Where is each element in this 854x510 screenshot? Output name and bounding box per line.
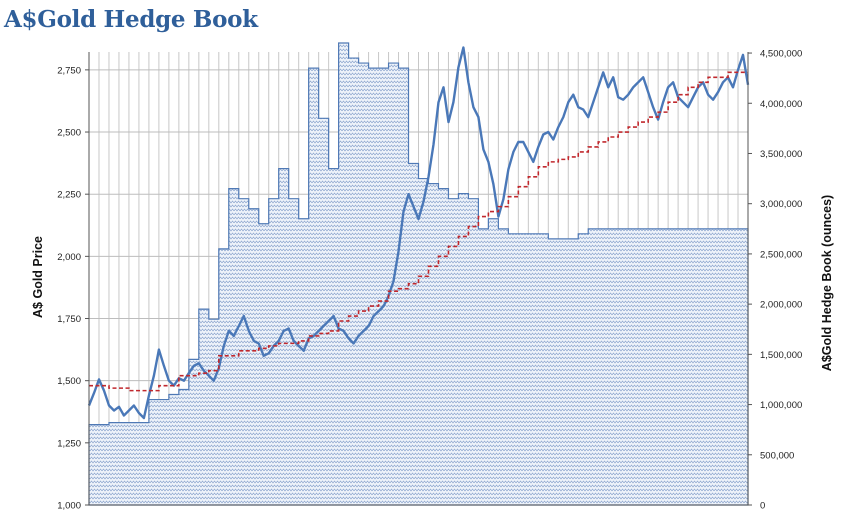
- left-tick-label: 1,250: [57, 438, 81, 449]
- right-tick-label: 3,500,000: [760, 149, 802, 160]
- chart-title: A$Gold Hedge Book: [4, 6, 258, 33]
- hedge-book-area: [88, 42, 749, 506]
- left-tick-labels: 1,000 1,250 1,500 1,750 2,000 2,250 2,500 2,750: [57, 65, 81, 510]
- left-tick-label: 2,000: [57, 252, 81, 263]
- left-tick-label: 1,750: [57, 314, 81, 325]
- left-tick-label: 1,500: [57, 376, 81, 387]
- hedge-price-line: [89, 71, 748, 392]
- left-tick-label: 2,500: [57, 128, 81, 139]
- right-tick-label: 500,000: [760, 450, 794, 461]
- hedge-price-series: [89, 71, 748, 392]
- right-tick-label: 2,500,000: [760, 249, 802, 260]
- axes: [85, 52, 752, 506]
- y-axis-label: A$ Gold Price: [31, 236, 45, 318]
- y2-axis-label: A$Gold Hedge Book (ounces): [820, 195, 834, 371]
- right-tick-label: 4,500,000: [760, 49, 802, 60]
- hedge-book-area-path: [88, 42, 749, 506]
- left-tick-label: 2,250: [57, 190, 81, 201]
- right-tick-label: 1,500,000: [760, 350, 802, 361]
- right-tick-label: 3,000,000: [760, 199, 802, 210]
- gold-price-series: [87, 46, 750, 420]
- right-tick-label: 1,000,000: [760, 400, 802, 411]
- left-tick-label: 2,750: [57, 65, 81, 76]
- right-tick-label: 0: [760, 501, 765, 510]
- gold-price-line: [87, 46, 750, 420]
- left-tick-label: 1,000: [57, 501, 81, 510]
- right-tick-label: 2,000,000: [760, 300, 802, 311]
- right-tick-labels: 0 500,000 1,000,000 1,500,000 2,000,000 2,500…: [760, 49, 802, 510]
- right-tick-label: 4,000,000: [760, 99, 802, 110]
